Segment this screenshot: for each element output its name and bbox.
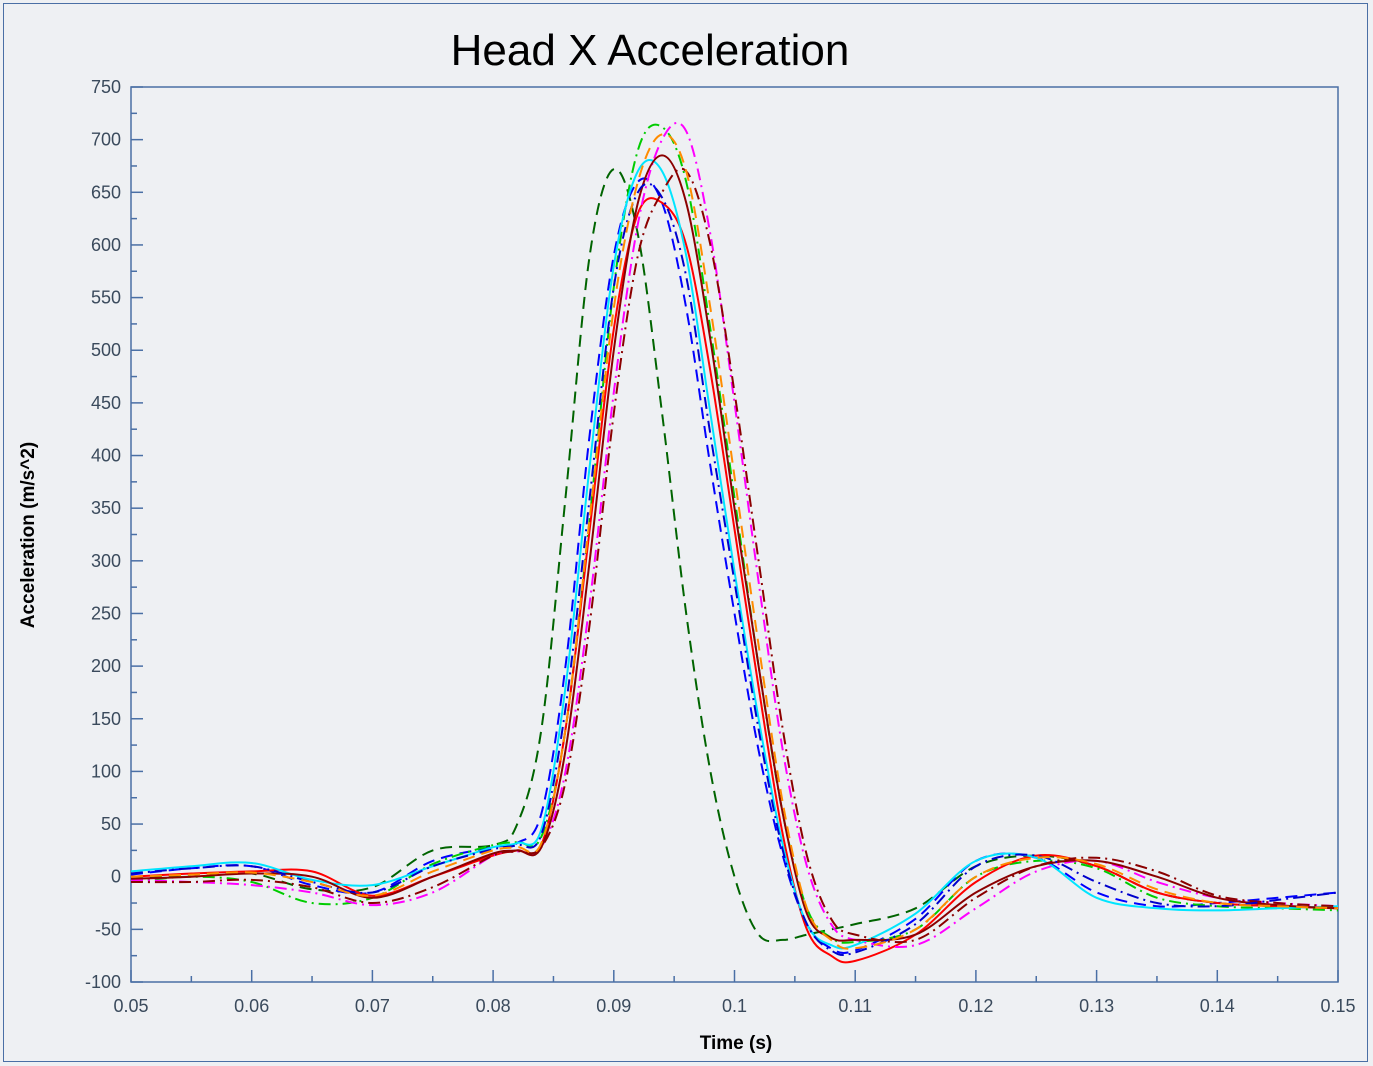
y-tick-label: -50 — [95, 919, 121, 939]
x-tick-label: 0.06 — [234, 996, 269, 1016]
y-tick-label: 700 — [91, 130, 121, 150]
series-line-10 — [130, 133, 1339, 950]
x-tick-label: 0.15 — [1320, 996, 1355, 1016]
x-tick-label: 0.07 — [355, 996, 390, 1016]
series-line-6 — [130, 159, 1339, 950]
x-tick-label: 0.14 — [1200, 996, 1235, 1016]
y-tick-label: 150 — [91, 709, 121, 729]
y-tick-label: 550 — [91, 288, 121, 308]
y-tick-label: 100 — [91, 761, 121, 781]
series-line-7 — [130, 167, 1339, 944]
x-tick-label: 0.09 — [596, 996, 631, 1016]
series-line-3 — [130, 123, 1339, 944]
x-tick-label: 0.08 — [476, 996, 511, 1016]
x-tick-label: 0.13 — [1079, 996, 1114, 1016]
x-tick-label: 0.05 — [113, 996, 148, 1016]
x-tick-label: 0.11 — [838, 996, 872, 1016]
series-line-8 — [130, 154, 1339, 942]
y-tick-label: -100 — [85, 972, 121, 992]
y-tick-label: 450 — [91, 393, 121, 413]
x-axis-label: Time (s) — [699, 1033, 773, 1054]
y-tick-label: 350 — [91, 498, 121, 518]
y-tick-label: 300 — [91, 551, 121, 571]
y-tick-label: 0 — [111, 867, 121, 887]
y-tick-label: 500 — [91, 340, 121, 360]
y-tick-label: 200 — [91, 656, 121, 676]
y-tick-label: 250 — [91, 603, 121, 623]
series-line-9 — [130, 182, 1339, 957]
y-tick-label: 50 — [101, 814, 121, 834]
y-tick-label: 650 — [91, 182, 121, 202]
series-line-5 — [130, 121, 1339, 949]
x-tick-label: 0.12 — [958, 996, 993, 1016]
series-line-1 — [130, 168, 1339, 943]
y-tick-label: 750 — [91, 77, 121, 97]
y-tick-label: 400 — [91, 446, 121, 466]
x-tick-label: 0.1 — [722, 996, 747, 1016]
y-tick-label: 600 — [91, 235, 121, 255]
chart-title: Head X Acceleration — [450, 26, 850, 75]
